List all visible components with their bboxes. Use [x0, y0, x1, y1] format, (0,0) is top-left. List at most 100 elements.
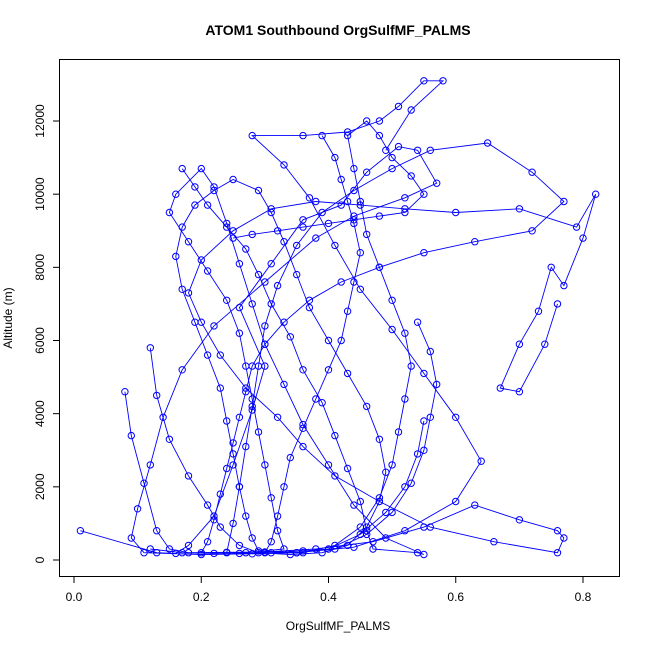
data-point — [528, 168, 536, 176]
data-point — [293, 270, 301, 279]
data-point — [420, 446, 428, 454]
data-point — [420, 77, 428, 85]
data-point — [280, 161, 288, 169]
data-point — [375, 435, 384, 443]
data-point — [394, 102, 403, 111]
data-point — [356, 197, 364, 206]
data-point — [426, 146, 434, 155]
data-point — [331, 241, 339, 250]
data-point — [223, 464, 231, 473]
y-tick-label: 2000 — [33, 473, 47, 500]
chart-title: ATOM1 Southbound OrgSulfMF_PALMS — [205, 22, 470, 38]
data-point — [178, 366, 186, 374]
data-point — [375, 497, 384, 506]
data-point — [267, 208, 275, 217]
data-point — [394, 142, 403, 151]
data-point — [394, 428, 403, 436]
data-point — [560, 534, 568, 542]
data-point — [254, 547, 263, 555]
data-point — [299, 216, 307, 224]
data-point — [407, 362, 415, 370]
series-6 — [146, 175, 428, 559]
data-point — [191, 318, 199, 326]
y-tick-label: 6000 — [33, 327, 47, 354]
data-point — [324, 545, 333, 553]
data-point — [356, 530, 364, 539]
y-tick-label: 0 — [33, 556, 47, 563]
data-point — [235, 541, 244, 550]
data-point — [363, 168, 371, 176]
data-point — [343, 131, 352, 140]
data-point — [375, 131, 384, 140]
data-point — [216, 523, 225, 531]
data-point — [140, 549, 148, 557]
x-axis: 0.0 0.2 0.4 0.6 0.8 — [66, 576, 592, 604]
data-point — [216, 351, 225, 359]
data-point — [248, 230, 256, 239]
data-point — [165, 545, 174, 553]
data-point — [305, 303, 314, 312]
x-tick-label: 0.6 — [447, 590, 464, 604]
data-point — [515, 205, 524, 213]
data-point — [337, 175, 345, 184]
data-point — [280, 483, 288, 491]
data-point — [350, 219, 358, 228]
data-point — [496, 384, 504, 392]
data-point — [343, 369, 352, 378]
y-tick-label: 4000 — [33, 400, 47, 427]
y-axis: 0 2000 4000 6000 8000 10000 12000 — [33, 104, 60, 563]
data-point — [426, 413, 434, 421]
data-point — [223, 296, 231, 304]
data-point — [553, 527, 562, 535]
data-point — [286, 453, 294, 462]
data-point — [191, 183, 199, 191]
data-point — [146, 461, 155, 469]
data-point — [318, 208, 326, 217]
data-point — [305, 194, 314, 202]
data-point — [363, 230, 371, 239]
series-3 — [146, 164, 428, 559]
data-point — [146, 545, 155, 553]
data-point — [388, 164, 396, 173]
x-axis-label: OrgSulfMF_PALMS — [286, 619, 390, 633]
data-point — [293, 241, 301, 250]
data-point — [203, 501, 212, 509]
data-point — [592, 190, 600, 198]
data-point — [197, 256, 206, 264]
data-point — [267, 260, 275, 268]
y-tick-label: 12000 — [33, 104, 47, 138]
data-point — [235, 329, 244, 337]
data-point — [178, 164, 186, 173]
y-tick-label: 8000 — [33, 254, 47, 281]
data-point — [324, 461, 333, 469]
data-point — [343, 307, 352, 315]
data-point — [363, 117, 371, 125]
data-point — [350, 212, 358, 220]
data-point — [572, 223, 581, 231]
data-point — [324, 336, 333, 345]
data-point — [172, 252, 180, 261]
data-point — [375, 263, 384, 271]
data-point — [382, 534, 390, 542]
x-tick-label: 0.4 — [320, 590, 337, 604]
data-point — [401, 208, 409, 217]
data-point — [184, 238, 193, 246]
data-point — [248, 131, 256, 140]
data-point — [350, 216, 358, 224]
data-point — [229, 450, 237, 458]
data-point — [547, 263, 555, 271]
data-point — [235, 303, 244, 312]
data-point — [388, 153, 396, 162]
data-point — [420, 249, 428, 257]
data-point — [331, 153, 339, 162]
data-point — [420, 550, 428, 559]
data-point — [127, 431, 136, 440]
data-point — [184, 472, 193, 480]
data-point — [318, 549, 326, 557]
data-point — [343, 464, 352, 473]
data-point — [235, 260, 244, 268]
data-point — [254, 270, 263, 279]
data-point — [178, 549, 186, 557]
data-point — [452, 208, 460, 217]
data-point — [350, 501, 358, 509]
